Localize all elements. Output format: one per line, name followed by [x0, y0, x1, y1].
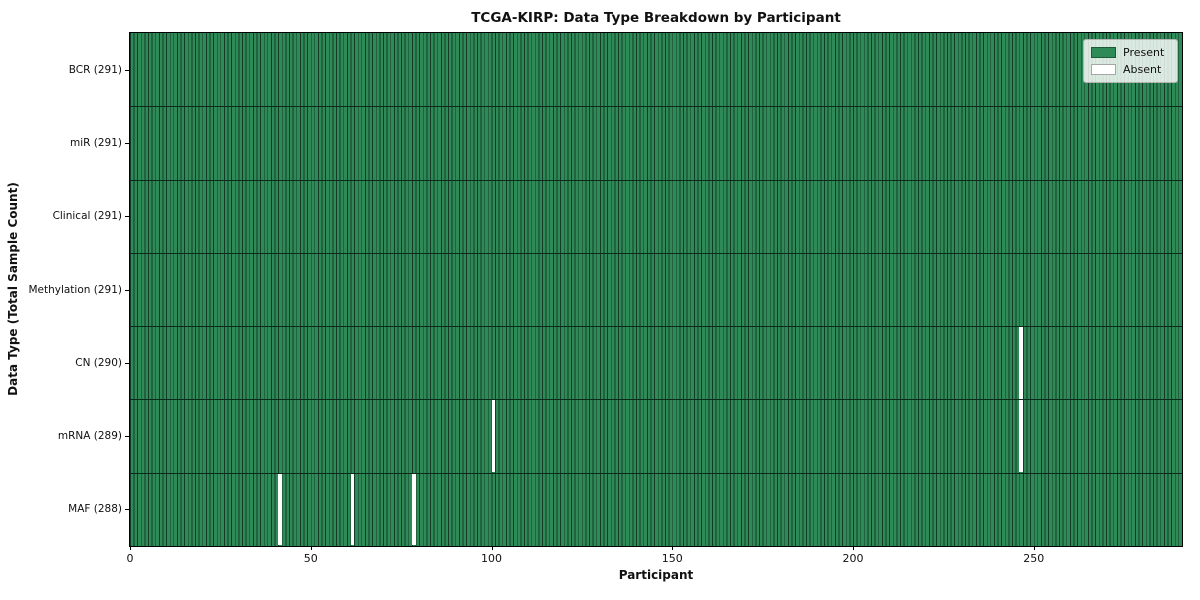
absent-bar-CN-246 [1019, 326, 1023, 399]
x-tick-mark [310, 546, 312, 550]
absent-bar-mRNA-100 [491, 400, 496, 472]
legend-label-absent: Absent [1123, 62, 1162, 76]
x-tick-mark [672, 546, 674, 550]
y-tick-label-Clinical: Clinical (291) [52, 210, 122, 223]
chart-title: TCGA-KIRP: Data Type Breakdown by Partic… [471, 10, 841, 26]
legend-label-present: Present [1123, 46, 1165, 60]
y-tick-label-MAF: MAF (288) [68, 503, 122, 516]
heatmap-row-MAF [130, 473, 1182, 546]
y-tick-label-BCR: BCR (291) [68, 63, 122, 76]
x-tick-label-200: 200 [842, 552, 864, 565]
absent-bar-mRNA-246 [1019, 400, 1023, 472]
y-tick-mark [125, 509, 129, 511]
row-separator [130, 106, 1182, 108]
y-tick-label-Methylation: Methylation (291) [28, 283, 122, 296]
absent-swatch [1091, 63, 1116, 75]
absent-bar-MAF-61 [350, 473, 355, 546]
x-tick-mark [853, 546, 855, 550]
row-separator [130, 326, 1182, 328]
row-separator [130, 399, 1182, 401]
y-tick-label-CN: CN (290) [75, 356, 122, 369]
x-tick-label-50: 50 [303, 552, 318, 565]
heatmap-row-Clinical [130, 180, 1182, 253]
y-tick-mark [125, 289, 129, 291]
row-separator [130, 252, 1182, 254]
x-tick-mark [1033, 546, 1035, 550]
x-tick-mark [130, 546, 131, 550]
legend-item-present: Present [1091, 46, 1170, 59]
y-tick-mark [125, 142, 129, 144]
y-tick-label-mRNA: mRNA (289) [57, 430, 122, 443]
heatmap-row-Methylation [130, 253, 1182, 326]
y-tick-label-miR: miR (291) [69, 136, 122, 149]
x-tick-label-250: 250 [1023, 552, 1045, 565]
y-tick-mark [125, 216, 129, 218]
heatmap-row-mRNA [130, 399, 1182, 472]
row-separator [130, 472, 1182, 474]
legend: Present Absent [1083, 39, 1178, 83]
heatmap-row-miR [130, 106, 1182, 179]
x-axis-title: Participant [618, 568, 694, 582]
absent-bar-MAF-41 [278, 473, 282, 546]
y-tick-mark [125, 69, 129, 71]
plot-area [130, 33, 1182, 546]
heatmap-row-CN [130, 326, 1182, 399]
y-tick-mark [125, 362, 129, 364]
x-tick-mark [491, 546, 493, 550]
absent-bar-MAF-78 [411, 473, 416, 546]
x-tick-label-0: 0 [126, 552, 134, 565]
x-tick-label-100: 100 [481, 552, 502, 565]
x-tick-label-150: 150 [661, 552, 683, 565]
row-separator [130, 179, 1182, 181]
heatmap-row-BCR [130, 33, 1182, 106]
legend-item-absent: Absent [1091, 63, 1170, 76]
y-tick-mark [125, 436, 129, 438]
present-swatch [1091, 47, 1116, 59]
